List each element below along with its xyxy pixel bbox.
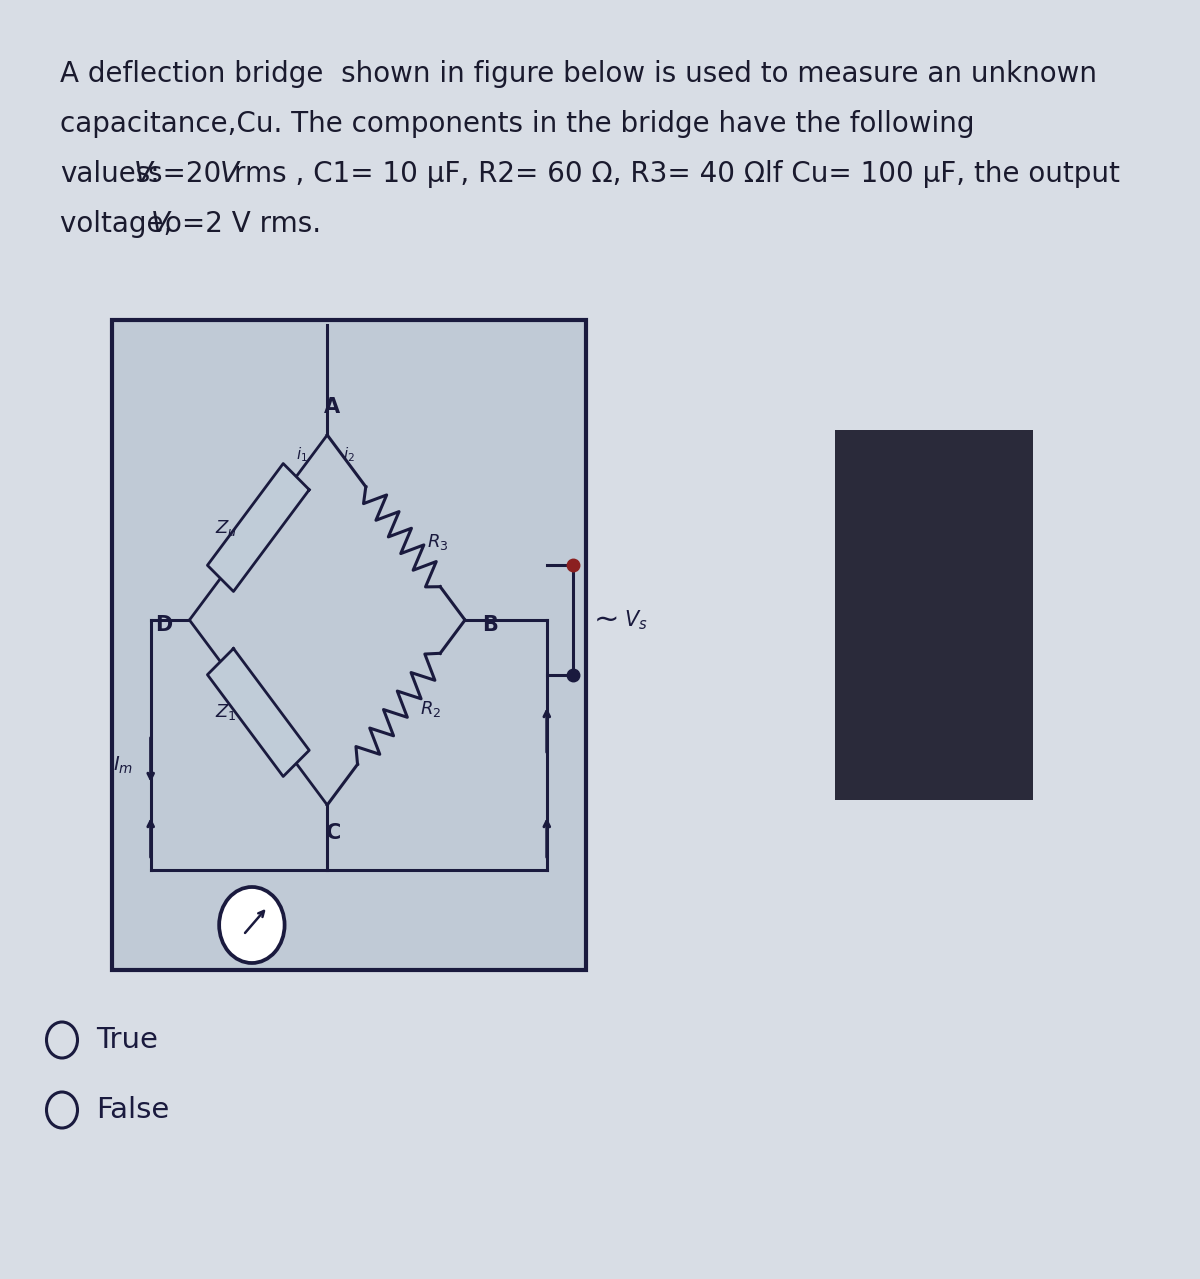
- Text: $i_1$: $i_1$: [296, 445, 308, 464]
- Text: o=2 V rms.: o=2 V rms.: [166, 210, 322, 238]
- Text: $I_m$: $I_m$: [113, 755, 133, 775]
- Polygon shape: [208, 648, 310, 776]
- Text: $V_s$: $V_s$: [624, 609, 648, 632]
- Text: D: D: [155, 615, 173, 634]
- Text: True: True: [96, 1026, 158, 1054]
- Text: False: False: [96, 1096, 169, 1124]
- Circle shape: [220, 888, 284, 963]
- Text: $R_2$: $R_2$: [420, 698, 442, 719]
- Text: voltage,: voltage,: [60, 210, 181, 238]
- Text: V: V: [220, 160, 239, 188]
- Text: V: V: [151, 210, 169, 238]
- Text: $R_3$: $R_3$: [427, 532, 449, 551]
- Text: $V_o$: $V_o$: [240, 903, 264, 927]
- Text: B: B: [482, 615, 498, 634]
- Text: ~: ~: [594, 605, 619, 634]
- Polygon shape: [208, 463, 310, 591]
- Text: s=20: s=20: [148, 160, 230, 188]
- Text: $Z_u$: $Z_u$: [215, 518, 236, 537]
- Text: $Z_1$: $Z_1$: [215, 702, 236, 723]
- Text: values:: values:: [60, 160, 160, 188]
- Text: capacitance,Cu. The components in the bridge have the following: capacitance,Cu. The components in the br…: [60, 110, 974, 138]
- Bar: [112, 320, 586, 969]
- Text: $i_2$: $i_2$: [343, 445, 355, 464]
- Text: A deflection bridge  shown in figure below is used to measure an unknown: A deflection bridge shown in figure belo…: [60, 60, 1097, 88]
- Text: V: V: [133, 160, 152, 188]
- Text: C: C: [326, 822, 342, 843]
- Text: rms , C1= 10 μF, R2= 60 Ω, R3= 40 Ωlf Cu= 100 μF, the output: rms , C1= 10 μF, R2= 60 Ω, R3= 40 Ωlf Cu…: [234, 160, 1120, 188]
- Bar: [835, 430, 1033, 799]
- Text: A: A: [324, 396, 340, 417]
